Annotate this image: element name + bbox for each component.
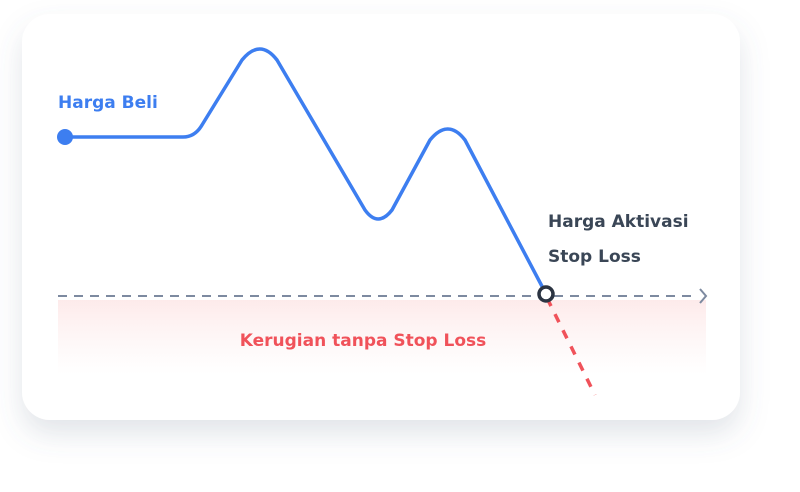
loss-zone — [58, 300, 706, 375]
activation-label: Stop Loss — [548, 247, 641, 267]
arrow-head — [699, 288, 708, 304]
loss-label: Kerugian tanpa Stop Loss — [240, 331, 487, 351]
price-line — [63, 47, 547, 294]
buy-point — [57, 129, 73, 145]
activation-label: Harga Aktivasi — [548, 212, 689, 232]
loss-line — [545, 297, 597, 396]
buy-label: Harga Beli — [58, 93, 158, 113]
activation-point — [537, 285, 555, 303]
